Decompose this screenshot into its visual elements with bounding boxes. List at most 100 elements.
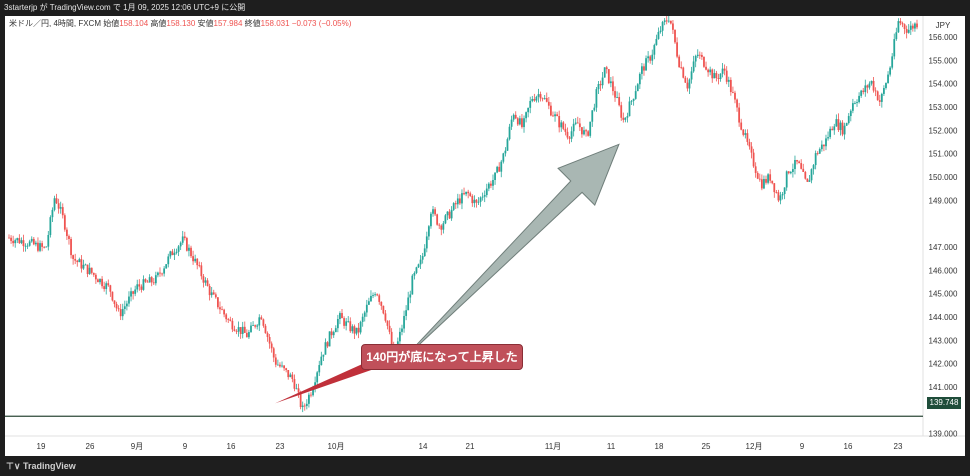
- candle-body: [225, 314, 228, 320]
- candle-body: [185, 238, 188, 251]
- candle-body: [125, 303, 128, 307]
- legend-part: 米ドル／円, 4時間, FXCM: [9, 18, 103, 28]
- candle-body: [512, 114, 515, 120]
- candle-body: [638, 73, 641, 85]
- candle-body: [585, 130, 587, 132]
- candle-body: [305, 403, 308, 407]
- candle-body: [498, 166, 501, 172]
- candle-body: [299, 392, 302, 408]
- candle-body: [605, 67, 608, 70]
- candle-body: [814, 153, 817, 166]
- candle-body: [767, 174, 769, 183]
- candle-body: [837, 119, 840, 131]
- candlestick-chart[interactable]: 米ドル／円, 4時間, FXCM 始値158.104 高値158.130 安値1…: [5, 15, 965, 456]
- candle-body: [105, 283, 108, 290]
- candle-body: [336, 319, 339, 329]
- candle-body: [703, 56, 705, 67]
- candle-body: [914, 23, 916, 29]
- candle-body: [204, 280, 207, 283]
- y-tick-label: 142.000: [929, 360, 958, 369]
- candle-body: [835, 119, 838, 127]
- candle-body: [345, 321, 348, 326]
- candle-body: [359, 321, 362, 333]
- chart-pane[interactable]: 米ドル／円, 4時間, FXCM 始値158.104 高値158.130 安値1…: [5, 15, 965, 456]
- tradingview-logo[interactable]: ⊤∨ TradingView: [6, 456, 76, 476]
- candle-body: [541, 98, 544, 100]
- candle-body: [612, 81, 614, 92]
- candle-body: [146, 281, 149, 283]
- candle-body: [473, 199, 476, 204]
- candle-body: [789, 171, 792, 174]
- candle-body: [874, 90, 877, 92]
- candle-body: [132, 291, 135, 294]
- candle-body: [868, 83, 871, 88]
- candle-body: [769, 174, 772, 181]
- candle-body: [175, 251, 178, 253]
- candle-body: [386, 320, 389, 326]
- candle-body: [365, 304, 368, 313]
- x-tick-label: 16: [844, 442, 853, 451]
- candle-body: [163, 268, 166, 274]
- candle-body: [363, 312, 366, 317]
- candle-body: [378, 295, 381, 302]
- candle-body: [252, 325, 254, 327]
- candle-body: [376, 294, 379, 296]
- candle-body: [909, 25, 912, 30]
- candle-body: [293, 379, 296, 389]
- candle-body: [700, 54, 703, 57]
- candle-body: [452, 203, 455, 210]
- candle-body: [471, 195, 474, 204]
- candle-body: [84, 264, 87, 266]
- candle-body: [119, 309, 122, 317]
- annotation-callout[interactable]: 140円が底になって上昇した: [361, 344, 523, 370]
- candle-body: [450, 209, 453, 219]
- candle-body: [343, 318, 345, 326]
- candle-body: [173, 252, 176, 256]
- candle-body: [686, 82, 689, 89]
- candle-body: [372, 295, 374, 296]
- y-tick-label: 143.000: [929, 336, 958, 345]
- candle-body: [382, 305, 385, 314]
- candle-body: [179, 242, 182, 247]
- candle-body: [316, 372, 319, 383]
- y-tick-label: 150.000: [929, 173, 958, 182]
- legend-part: 158.031: [261, 19, 292, 28]
- candle-body: [231, 320, 234, 330]
- candle-body: [721, 68, 724, 74]
- candle-body: [494, 172, 496, 181]
- candle-body: [591, 110, 594, 122]
- candle-body: [444, 215, 447, 224]
- candle-body: [12, 240, 15, 244]
- candle-body: [713, 73, 716, 79]
- candle-body: [878, 100, 881, 102]
- candle-body: [438, 224, 441, 226]
- candle-body: [347, 321, 350, 323]
- x-tick-label: 10月: [328, 442, 345, 451]
- candle-body: [367, 301, 370, 305]
- candle-body: [562, 122, 565, 129]
- candle-body: [14, 240, 17, 244]
- candle-body: [88, 267, 91, 275]
- uptrend-arrow[interactable]: [398, 143, 620, 365]
- candle-body: [20, 240, 23, 244]
- candle-body: [55, 198, 58, 204]
- candle-body: [82, 264, 85, 269]
- candle-body: [111, 291, 114, 301]
- candle-body: [907, 29, 910, 33]
- candle-body: [787, 171, 790, 174]
- candle-body: [432, 209, 434, 214]
- candle-body: [134, 289, 137, 294]
- candle-body: [142, 279, 145, 290]
- candle-body: [808, 180, 811, 182]
- x-tick-label: 12月: [746, 442, 763, 451]
- candle-body: [609, 81, 612, 84]
- candle-body: [883, 88, 885, 94]
- candle-body: [440, 225, 443, 230]
- candle-body: [758, 178, 761, 180]
- candle-body: [595, 89, 598, 108]
- candle-body: [856, 102, 858, 104]
- candle-body: [351, 326, 354, 332]
- candle-body: [171, 251, 174, 256]
- candle-body: [593, 107, 596, 111]
